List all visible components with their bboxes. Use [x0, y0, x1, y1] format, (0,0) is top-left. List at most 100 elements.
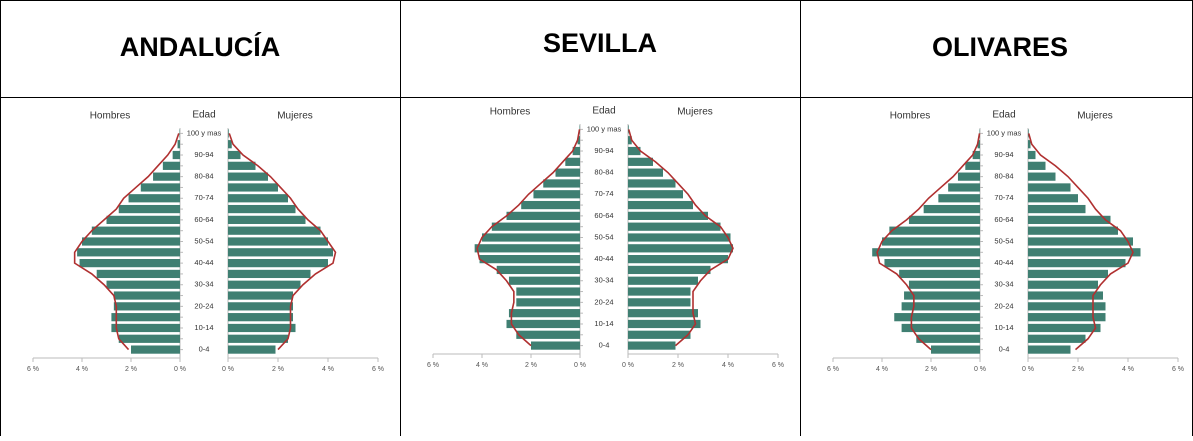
x-tick-label: 0 % [574, 362, 586, 369]
bar [1028, 194, 1078, 202]
bar [628, 277, 698, 285]
bar [119, 335, 180, 343]
bar [872, 248, 980, 256]
column-header: ANDALUCÍA [120, 31, 280, 62]
bar [228, 194, 288, 202]
bar [543, 179, 580, 187]
bar [628, 341, 676, 349]
y-tick-label: 0-4 [599, 341, 610, 350]
bar [114, 291, 180, 299]
bar [475, 244, 580, 252]
bar [628, 179, 676, 187]
bar [628, 244, 733, 252]
y-tick-label: 60-64 [994, 215, 1013, 224]
bar [1028, 335, 1086, 343]
bar [114, 302, 180, 310]
bar [531, 341, 580, 349]
bar [480, 255, 580, 263]
bar [628, 331, 691, 339]
bar [482, 233, 580, 241]
y-tick-label: 100 y mas [987, 128, 1022, 137]
bar [516, 331, 580, 339]
bar [904, 291, 980, 299]
bar [909, 216, 980, 224]
bar [507, 212, 581, 220]
bar [1028, 324, 1101, 332]
bar [163, 162, 180, 170]
bar [565, 158, 580, 166]
y-tick-label: 80-84 [594, 168, 613, 177]
bar [228, 259, 328, 267]
x-tick-label: 2 % [1072, 366, 1084, 373]
bar [1028, 216, 1111, 224]
x-tick-label: 6 % [1172, 366, 1184, 373]
y-tick-label: 0-4 [199, 345, 210, 354]
y-tick-label: 30-34 [994, 280, 1013, 289]
bar [228, 205, 296, 213]
y-tick-label: 60-64 [594, 211, 613, 220]
x-tick-label: 4 % [76, 366, 88, 373]
x-tick-label: 4 % [722, 362, 734, 369]
bar [228, 302, 293, 310]
side-label: Hombres [890, 111, 931, 122]
y-tick-label: 40-44 [594, 254, 613, 263]
y-tick-label: 40-44 [994, 258, 1013, 267]
bar [516, 298, 580, 306]
bar [178, 140, 180, 148]
bar [894, 313, 980, 321]
bar [628, 223, 721, 231]
bar [1028, 227, 1118, 235]
bar [1028, 205, 1086, 213]
bar [628, 233, 731, 241]
x-tick-label: 2 % [525, 362, 537, 369]
bar [1028, 173, 1056, 181]
bar [916, 335, 980, 343]
y-tick-label: 10-14 [194, 323, 213, 332]
bar [628, 190, 683, 198]
side-label: Hombres [90, 111, 131, 122]
bar [1028, 259, 1126, 267]
bar [628, 287, 691, 295]
bar [628, 255, 728, 263]
bar [228, 291, 293, 299]
y-tick-label: 10-14 [994, 323, 1013, 332]
bar [1028, 281, 1098, 289]
bar [228, 248, 333, 256]
x-tick-label: 2 % [925, 366, 937, 373]
y-tick-label: 90-94 [594, 146, 613, 155]
side-label: Mujeres [1077, 111, 1113, 122]
bar [507, 320, 581, 328]
bar [129, 194, 180, 202]
bar [533, 190, 580, 198]
bar [628, 158, 653, 166]
bar [628, 201, 693, 209]
bar [228, 345, 276, 353]
bar [924, 205, 980, 213]
bar [228, 216, 306, 224]
bar [1028, 183, 1071, 191]
bar [77, 248, 180, 256]
bar [131, 345, 180, 353]
y-tick-label: 30-34 [594, 276, 613, 285]
y-tick-label: 90-94 [194, 150, 213, 159]
x-tick-label: 0 % [974, 366, 986, 373]
x-tick-label: 4 % [476, 362, 488, 369]
bar [628, 212, 708, 220]
y-tick-label: 60-64 [194, 215, 213, 224]
bar [228, 183, 278, 191]
bar [628, 298, 691, 306]
category-label: Edad [592, 106, 615, 117]
bar [628, 309, 698, 317]
bar [228, 173, 268, 181]
category-label: Edad [192, 110, 215, 121]
bar [92, 227, 180, 235]
bar [1028, 345, 1071, 353]
bar [1028, 162, 1046, 170]
x-tick-label: 0 % [622, 362, 634, 369]
bar [111, 313, 180, 321]
y-tick-label: 70-74 [994, 193, 1013, 202]
bar [228, 129, 229, 137]
bar [628, 169, 663, 177]
